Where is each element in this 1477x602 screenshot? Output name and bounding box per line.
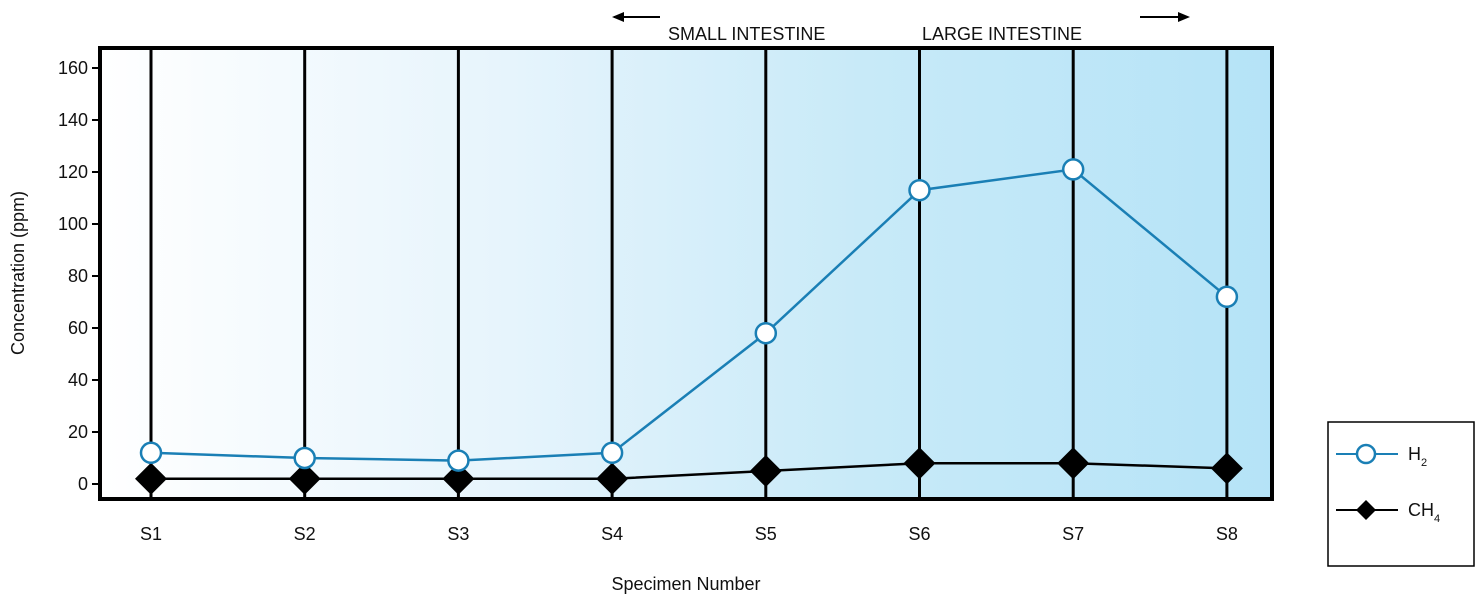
x-axis: S1 S2 S3 S4 S5 S6 S7 S8 [140, 524, 1238, 544]
region-label-large-intestine: LARGE INTESTINE [922, 24, 1082, 44]
y-tick-label: 140 [58, 110, 88, 130]
y-tick-label: 40 [68, 370, 88, 390]
data-point-ch4-s5 [749, 455, 782, 487]
x-tick-label: S4 [601, 524, 623, 544]
region-label-small-intestine: SMALL INTESTINE [668, 24, 825, 44]
x-axis-label: Specimen Number [611, 574, 760, 594]
data-point-ch4-s3 [442, 462, 475, 495]
right-arrowhead-icon [1178, 12, 1190, 22]
x-tick-label: S5 [755, 524, 777, 544]
y-tick-label: 160 [58, 58, 88, 78]
data-point-h2-s5 [754, 321, 778, 345]
legend-ch4-label: CH4 [1408, 500, 1440, 525]
series-layer [135, 158, 1243, 495]
data-point-h2-s8 [1215, 285, 1239, 309]
data-point-ch4-s2 [288, 462, 321, 495]
data-point-h2-s1 [139, 441, 163, 465]
legend-box [1327, 421, 1475, 567]
x-tick-label: S2 [294, 524, 316, 544]
y-tick-label: 100 [58, 214, 88, 234]
x-tick-label: S1 [140, 524, 162, 544]
data-point-h2-s7 [1061, 158, 1085, 181]
data-point-ch4-s7 [1057, 447, 1090, 480]
data-point-h2-s6 [908, 178, 931, 202]
x-tick-label: S3 [447, 524, 469, 544]
data-point-h2-s2 [293, 446, 316, 470]
data-point-h2-s4 [600, 441, 624, 465]
legend-entry-ch4: CH4 [1336, 500, 1440, 525]
legend: H2 CH4 [1327, 421, 1475, 567]
y-tick-label: 60 [68, 318, 88, 338]
filled-diamond-icon [1356, 500, 1376, 520]
y-tick-label: 120 [58, 162, 88, 182]
open-circle-icon [1355, 443, 1377, 465]
y-axis-label: Concentration (ppm) [8, 191, 28, 355]
data-point-ch4-s1 [135, 462, 167, 495]
region-annotation: SMALL INTESTINE LARGE INTESTINE [612, 12, 1190, 44]
series-line-h2 [150, 168, 1228, 462]
series-line-ch4 [151, 461, 1227, 481]
data-point-h2-s3 [447, 449, 470, 472]
x-tick-label: S7 [1062, 524, 1084, 544]
legend-entry-h2: H2 [1336, 443, 1427, 469]
data-point-ch4-s6 [903, 447, 936, 480]
y-tick-label: 20 [68, 422, 88, 442]
y-tick-label: 80 [68, 266, 88, 286]
gridlines [149, 48, 1229, 499]
data-point-ch4-s4 [596, 462, 629, 495]
x-tick-label: S8 [1216, 524, 1238, 544]
plot-background [100, 48, 1272, 499]
left-arrowhead-icon [612, 12, 624, 22]
plot-frame [98, 46, 1274, 501]
legend-h2-label: H2 [1408, 444, 1427, 469]
y-tick-label: 0 [78, 474, 88, 494]
data-point-ch4-s8 [1210, 452, 1243, 485]
x-tick-label: S6 [908, 524, 930, 544]
y-axis: 0 20 40 60 80 100 120 140 160 [58, 58, 100, 494]
